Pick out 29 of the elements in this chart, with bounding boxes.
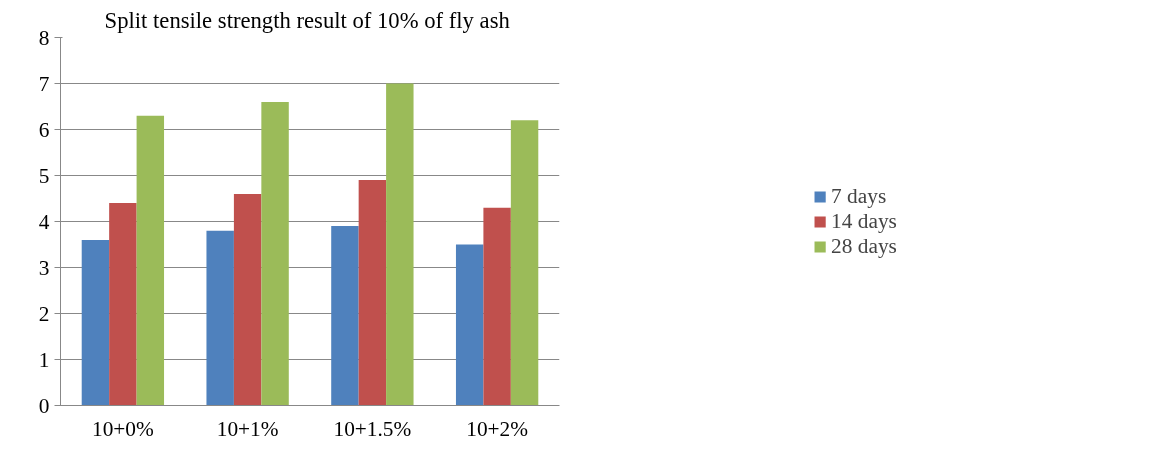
- bar: [455, 244, 484, 406]
- y-tick-label: 3: [38, 255, 50, 280]
- bar: [206, 230, 234, 406]
- x-tick-label: 10+1%: [216, 416, 279, 441]
- legend-label: 28 days: [831, 233, 897, 259]
- bar: [81, 239, 110, 406]
- y-tick-label: 1: [38, 347, 50, 372]
- y-tick-label: 4: [38, 209, 50, 234]
- legend-label: 7 days: [831, 183, 887, 209]
- bar: [261, 101, 289, 406]
- x-tick-label: 10+2%: [466, 416, 529, 441]
- bar: [358, 180, 387, 406]
- x-tick-label: 10+1.5%: [333, 416, 412, 441]
- bar: [483, 207, 511, 406]
- bar: [109, 203, 137, 406]
- legend-label: 14 days: [831, 208, 897, 234]
- y-tick-label: 0: [38, 393, 50, 418]
- chart-title: Split tensile strength result of 10% of fly ash: [104, 7, 511, 33]
- bar: [331, 226, 359, 406]
- y-tick-label: 5: [38, 163, 50, 188]
- y-tick-label: 8: [38, 25, 50, 50]
- bar: [233, 193, 262, 406]
- y-tick-label: 2: [38, 301, 50, 326]
- bar: [386, 83, 414, 406]
- bar: [510, 120, 539, 406]
- y-tick-label: 7: [38, 71, 50, 96]
- x-tick-label: 10+0%: [91, 416, 154, 441]
- y-tick-label: 6: [38, 117, 50, 142]
- bar: [136, 115, 165, 406]
